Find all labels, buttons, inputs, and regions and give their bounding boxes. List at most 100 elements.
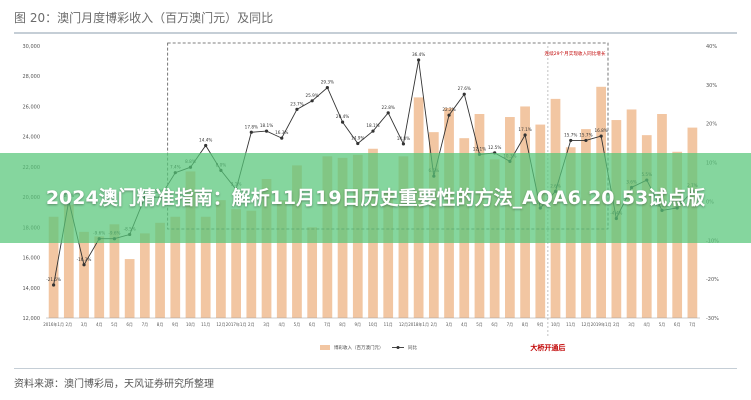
yoy-data-label: 22.2% [442, 107, 455, 112]
y-left-tick-label: 16,000 [23, 256, 41, 262]
x-tick-label: 2019年1月 [591, 321, 612, 327]
yoy-point [569, 138, 573, 143]
x-tick-label: 6月 [674, 322, 681, 327]
yoy-data-label: 22.8% [382, 105, 395, 110]
figure-title: 图 20：澳门月度博彩收入（百万澳门元）及同比 [14, 11, 274, 25]
x-tick-label: 4月 [461, 322, 468, 327]
bar [155, 222, 165, 318]
x-tick-label: 2月 [248, 322, 255, 327]
yoy-point [447, 113, 451, 117]
x-tick-label: 6月 [491, 322, 498, 327]
bar [246, 210, 257, 318]
bar [124, 259, 135, 318]
yoy-data-label: 18.1% [260, 123, 273, 128]
legend-label-revenue: 博彩收入（百万澳门元） [334, 344, 384, 351]
y-right-tick-label: -30% [706, 316, 719, 322]
source-note: 资料来源：澳门博彩局，天风证券研究所整理 [14, 379, 214, 390]
x-tick-label: 7月 [324, 322, 331, 327]
yoy-data-label: 17.1% [518, 127, 531, 132]
yoy-point [310, 99, 314, 103]
yoy-point [584, 138, 588, 143]
legend-swatch-point [396, 346, 400, 349]
bar [276, 200, 287, 318]
yoy-point [371, 129, 375, 133]
bar [261, 178, 272, 318]
x-tick-label: 12月 [216, 322, 225, 327]
title-divider [14, 32, 737, 34]
x-tick-label: 11月 [201, 322, 210, 327]
x-tick-label: 2018年1月 [408, 321, 429, 327]
y-left-tick-label: 26,000 [23, 104, 41, 110]
x-tick-label: 10月 [551, 322, 560, 327]
x-tick-label: 4月 [643, 322, 650, 327]
x-tick-label: 7月 [507, 322, 514, 327]
x-tick-label: 11月 [384, 322, 393, 327]
banner-headline: 2024澳门精准指南：解析11月19日历史重要性的方法_AQA6.20.53试点… [45, 186, 706, 209]
y-right-tick-label: 20% [706, 122, 717, 128]
x-tick-label: 8月 [522, 322, 529, 327]
yoy-data-label: 12.5% [488, 145, 501, 150]
yoy-data-label: 14.4% [199, 137, 212, 142]
x-tick-label: 5月 [659, 322, 666, 327]
bar [307, 227, 318, 318]
yoy-data-label: 15.7% [579, 132, 592, 137]
yoy-point [264, 129, 269, 133]
bar [94, 236, 105, 318]
x-tick-label: 3月 [263, 322, 270, 327]
x-tick-label: 3月 [81, 322, 88, 327]
x-tick-label: 9月 [537, 322, 544, 327]
bar [200, 216, 211, 318]
x-tick-label: 5月 [294, 322, 301, 327]
yoy-data-label: 14.9% [351, 136, 364, 141]
yoy-point [417, 58, 421, 62]
yoy-data-label: 36.4% [412, 52, 425, 57]
annotation-box-label: 连续29个月实现收入同比增长 [545, 50, 606, 57]
x-tick-label: 9月 [355, 322, 362, 327]
yoy-data-label: 14.8% [397, 136, 410, 141]
y-right-tick-label: -20% [706, 277, 719, 283]
x-tick-label: 3月 [628, 322, 635, 327]
x-tick-label: 12月 [581, 322, 590, 327]
x-tick-label: 5月 [476, 322, 483, 327]
legend-swatch-bar [320, 345, 330, 350]
y-left-tick-label: 28,000 [23, 74, 41, 80]
bar [139, 233, 150, 318]
yoy-point [325, 85, 329, 90]
x-tick-label: 8月 [157, 322, 164, 327]
yoy-data-label: 23.7% [290, 101, 303, 106]
x-tick-label: 2017年1月 [226, 321, 247, 327]
x-tick-label: 12月 [399, 322, 408, 327]
yoy-point [340, 120, 345, 124]
x-tick-label: 3月 [446, 322, 453, 327]
x-tick-label: 10月 [368, 322, 377, 327]
yoy-data-label: -16.3% [77, 257, 92, 262]
yoy-point [295, 107, 299, 111]
yoy-data-label: 20.4% [336, 114, 349, 119]
yoy-point [523, 133, 527, 137]
yoy-data-label: 17.8% [245, 124, 258, 129]
yoy-point [356, 141, 360, 146]
source-divider [14, 368, 737, 369]
yoy-data-label: -21.5% [46, 277, 61, 282]
x-tick-label: 5月 [111, 322, 118, 327]
bar [216, 200, 226, 318]
x-tick-label: 2月 [613, 322, 620, 327]
yoy-point [401, 142, 406, 146]
bar [383, 191, 394, 318]
y-left-tick-label: 14,000 [23, 286, 41, 292]
legend-label-yoy: 同比 [408, 344, 417, 351]
bar [231, 209, 241, 318]
yoy-point [204, 143, 208, 148]
yoy-data-label: 27.6% [458, 86, 471, 91]
x-tick-label: 2016年1月 [43, 321, 64, 327]
x-tick-label: 6月 [126, 322, 133, 327]
yoy-point [599, 134, 603, 138]
y-left-tick-label: 30,000 [23, 44, 41, 50]
bar [63, 204, 74, 318]
yoy-point [280, 136, 284, 140]
yoy-data-label: 16.8% [594, 128, 607, 133]
x-tick-label: 6月 [309, 322, 316, 327]
yoy-point [462, 92, 466, 96]
yoy-point [52, 283, 56, 287]
